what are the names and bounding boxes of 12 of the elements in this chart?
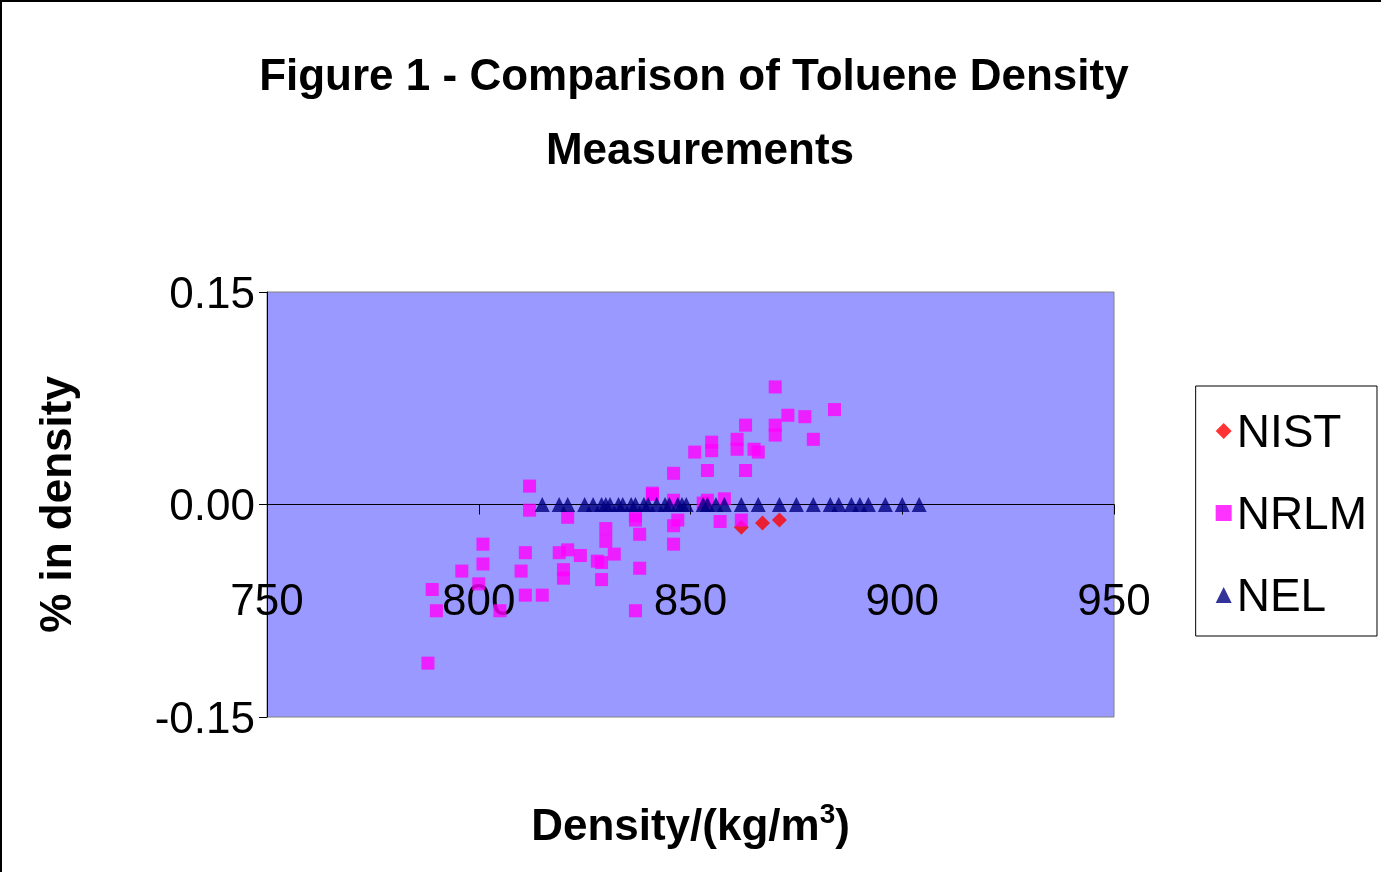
x-tick-label: 800 bbox=[442, 574, 516, 624]
y-tick-label: -0.15 bbox=[154, 692, 255, 742]
legend-label: NIST bbox=[1236, 405, 1342, 457]
legend-label: NEL bbox=[1236, 569, 1327, 621]
y-tick-label: 0.15 bbox=[169, 267, 255, 317]
legend-label: NRLM bbox=[1236, 487, 1367, 539]
y-axis-title: % in density bbox=[30, 375, 80, 633]
x-tick-label: 850 bbox=[653, 574, 728, 624]
y-tick-label: 0.00 bbox=[169, 480, 255, 529]
x-tick-label: 950 bbox=[1077, 574, 1151, 624]
x-tick-label: 900 bbox=[865, 574, 939, 624]
chart-title: Figure 1 - Comparison of Toluene Density Measurements bbox=[259, 49, 1141, 173]
